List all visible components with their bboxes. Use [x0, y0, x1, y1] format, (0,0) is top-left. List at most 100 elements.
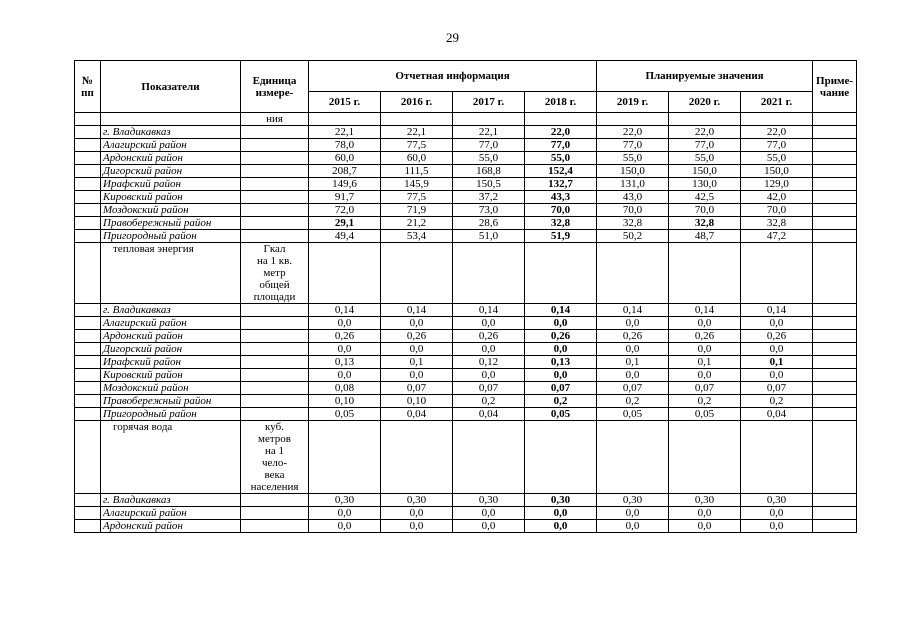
row-label: Алагирский район	[100, 506, 241, 520]
value-cell	[452, 420, 525, 494]
value-cell: 0,0	[452, 342, 525, 356]
value-cell: 71,9	[380, 203, 453, 217]
value-cell: 0,14	[523, 303, 598, 317]
note-cell	[812, 138, 858, 152]
value-cell	[452, 242, 525, 304]
table-row: Ирафский район 0,13 0,1 0,12 0,13 0,1 0,1 0,1	[74, 355, 858, 369]
unit-cell	[240, 329, 309, 343]
value-cell: 37,2	[452, 190, 525, 204]
table-row: Алагирский район 78,0 77,5 77,0 77,0 77,0 77,0…	[74, 138, 858, 152]
value-cell: 0,30	[523, 493, 598, 507]
row-label: тепловая энергия	[100, 242, 241, 304]
value-cell: 0,07	[452, 381, 525, 395]
row-number-cell	[74, 112, 101, 126]
note-cell	[812, 177, 858, 191]
row-number-cell	[74, 519, 101, 533]
header-indicators: Показатели	[100, 60, 241, 113]
value-cell: 22,1	[308, 125, 381, 139]
value-cell	[523, 242, 598, 304]
value-cell: 55,0	[596, 151, 670, 165]
value-cell: 0,26	[380, 329, 453, 343]
value-cell: 70,0	[523, 203, 598, 217]
table-row: Моздокский район 72,0 71,9 73,0 70,0 70,0 70,0…	[74, 203, 858, 217]
year-header: 2019 г.	[596, 91, 670, 113]
value-cell	[308, 420, 381, 494]
row-number-cell	[74, 506, 101, 520]
row-label: Правобережный район	[100, 216, 241, 230]
value-cell: 0,0	[308, 368, 381, 382]
row-number-cell	[74, 381, 101, 395]
value-cell: 0,04	[740, 407, 814, 421]
row-number-cell	[74, 493, 101, 507]
row-number-cell	[74, 316, 101, 330]
value-cell: 0,08	[308, 381, 381, 395]
value-cell: 51,0	[452, 229, 525, 243]
unit-cell: куб. метров на 1 чело- века населения	[240, 420, 309, 494]
unit-cell	[240, 177, 309, 191]
value-cell: 32,8	[740, 216, 814, 230]
table-row: ния	[74, 112, 858, 126]
value-cell: 0,14	[452, 303, 525, 317]
note-cell	[812, 381, 858, 395]
row-label: Ирафский район	[100, 355, 241, 369]
value-cell: 72,0	[308, 203, 381, 217]
value-cell: 55,0	[452, 151, 525, 165]
value-cell: 0,30	[308, 493, 381, 507]
unit-cell	[240, 394, 309, 408]
value-cell: 0,10	[380, 394, 453, 408]
value-cell	[308, 112, 381, 126]
row-number-cell	[74, 329, 101, 343]
note-cell	[812, 506, 858, 520]
value-cell: 91,7	[308, 190, 381, 204]
value-cell: 77,0	[523, 138, 598, 152]
unit-cell	[240, 229, 309, 243]
value-cell: 152,4	[523, 164, 598, 178]
value-cell: 78,0	[308, 138, 381, 152]
value-cell: 0,05	[308, 407, 381, 421]
value-cell: 0,0	[740, 368, 814, 382]
value-cell: 47,2	[740, 229, 814, 243]
unit-cell	[240, 519, 309, 533]
row-number-cell	[74, 342, 101, 356]
value-cell: 0,30	[452, 493, 525, 507]
note-cell	[812, 303, 858, 317]
value-cell: 150,5	[452, 177, 525, 191]
unit-cell	[240, 342, 309, 356]
table-row: г. Владикавказ 0,30 0,30 0,30 0,30 0,30 0,30 0,…	[74, 493, 858, 507]
value-cell: 149,6	[308, 177, 381, 191]
value-cell	[308, 242, 381, 304]
row-label: Алагирский район	[100, 316, 241, 330]
row-number-cell	[74, 355, 101, 369]
value-cell: 55,0	[668, 151, 742, 165]
unit-cell	[240, 368, 309, 382]
value-cell: 0,0	[452, 368, 525, 382]
table-row: Кировский район 91,7 77,5 37,2 43,3 43,0 42,5 4…	[74, 190, 858, 204]
value-cell: 0,04	[452, 407, 525, 421]
value-cell	[740, 242, 814, 304]
value-cell: 0,0	[452, 506, 525, 520]
table-header: № пп Показатели Единица измере- Отчетная…	[74, 60, 858, 113]
value-cell	[523, 112, 598, 126]
value-cell: 0,2	[740, 394, 814, 408]
value-cell: 0,0	[668, 519, 742, 533]
value-cell: 0,0	[523, 519, 598, 533]
table-row: горячая вода куб. метров на 1 чело- века …	[74, 420, 858, 494]
row-label: Кировский район	[100, 368, 241, 382]
value-cell: 0,30	[596, 493, 670, 507]
table-row: тепловая энергия Гкал на 1 кв. метр общей…	[74, 242, 858, 304]
page-number: 29	[446, 30, 459, 45]
value-cell	[668, 112, 742, 126]
unit-cell: Гкал на 1 кв. метр общей площади	[240, 242, 309, 304]
value-cell: 55,0	[740, 151, 814, 165]
row-label	[100, 112, 241, 126]
value-cell: 73,0	[452, 203, 525, 217]
row-label: Ардонский район	[100, 151, 241, 165]
value-cell: 0,0	[308, 519, 381, 533]
value-cell: 0,0	[668, 368, 742, 382]
value-cell: 22,0	[740, 125, 814, 139]
value-cell: 49,4	[308, 229, 381, 243]
value-cell: 0,2	[668, 394, 742, 408]
note-cell	[812, 407, 858, 421]
row-number-cell	[74, 303, 101, 317]
value-cell: 0,13	[308, 355, 381, 369]
